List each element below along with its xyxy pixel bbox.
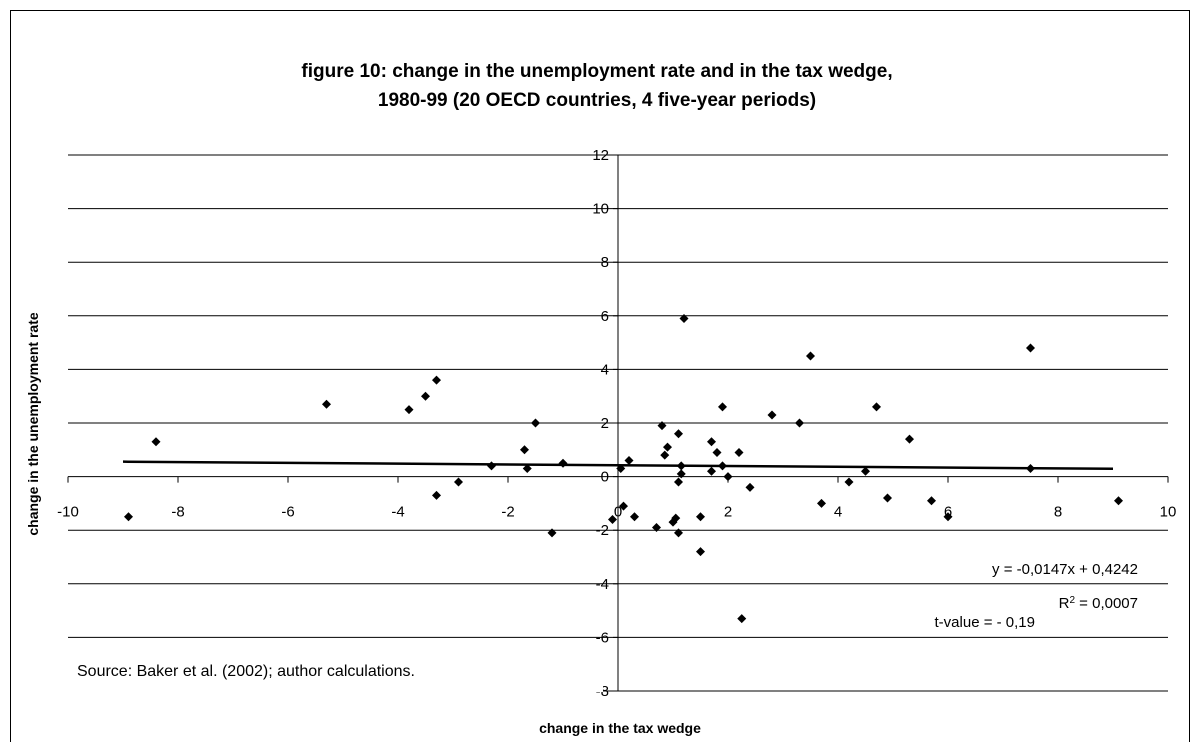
data-point bbox=[619, 501, 628, 511]
data-point bbox=[696, 512, 705, 522]
x-tick-label: -4 bbox=[391, 504, 404, 521]
data-point bbox=[1114, 496, 1123, 506]
y-tick-label: -2 bbox=[596, 522, 609, 539]
data-point bbox=[707, 466, 716, 476]
data-point bbox=[718, 402, 727, 412]
x-tick-label: 10 bbox=[1160, 504, 1177, 521]
data-point bbox=[660, 450, 670, 460]
data-point bbox=[861, 466, 870, 476]
trendline-group bbox=[122, 460, 1114, 471]
r-squared-exponent: 2 bbox=[1069, 595, 1075, 606]
data-points bbox=[124, 313, 1123, 624]
data-point bbox=[652, 523, 661, 533]
data-point bbox=[520, 445, 529, 455]
data-point bbox=[707, 437, 716, 447]
data-point bbox=[674, 429, 683, 439]
chart-title: figure 10: change in the unemployment ra… bbox=[301, 61, 892, 82]
x-tick-label: 8 bbox=[1054, 504, 1062, 521]
data-point bbox=[734, 447, 744, 457]
data-point bbox=[124, 512, 133, 522]
data-point bbox=[674, 528, 683, 538]
data-point bbox=[421, 391, 430, 401]
x-axis-label: change in the tax wedge bbox=[539, 720, 701, 736]
data-point bbox=[558, 458, 568, 468]
data-point bbox=[630, 512, 639, 522]
data-point bbox=[454, 477, 463, 487]
data-point bbox=[487, 461, 496, 471]
data-point bbox=[608, 514, 617, 524]
data-point bbox=[1026, 343, 1035, 353]
axes bbox=[67, 154, 1169, 692]
data-point bbox=[1026, 464, 1035, 474]
data-point bbox=[676, 461, 686, 471]
y-tick-label: 2 bbox=[601, 415, 609, 432]
data-point bbox=[616, 464, 626, 474]
trend-equation: y = -0,0147x + 0,4242 bbox=[992, 561, 1138, 578]
x-tick-label: 6 bbox=[944, 504, 952, 521]
y-tick-label: 4 bbox=[601, 361, 609, 378]
data-point bbox=[718, 461, 727, 471]
data-point bbox=[663, 442, 672, 452]
y-tick-label: -6 bbox=[596, 629, 609, 646]
data-point bbox=[696, 547, 705, 557]
data-point bbox=[322, 399, 331, 409]
r-squared-label: R bbox=[1059, 595, 1070, 612]
data-point bbox=[817, 498, 826, 508]
data-point bbox=[432, 490, 441, 500]
data-point bbox=[927, 496, 936, 506]
data-point bbox=[844, 477, 854, 487]
y-tick-label: 10 bbox=[592, 201, 609, 218]
data-point bbox=[547, 528, 557, 538]
x-tick-label: -8 bbox=[171, 504, 184, 521]
data-point bbox=[767, 410, 777, 420]
data-point bbox=[151, 437, 161, 447]
x-tick-label: -10 bbox=[57, 504, 79, 521]
source-note: Source: Baker et al. (2002); author calc… bbox=[68, 652, 603, 692]
data-point bbox=[671, 513, 681, 523]
data-point bbox=[679, 313, 689, 323]
data-point bbox=[737, 614, 747, 624]
data-point bbox=[624, 456, 634, 466]
data-point bbox=[522, 464, 532, 474]
data-point bbox=[806, 351, 815, 361]
data-point bbox=[712, 447, 722, 457]
x-tick-label: 2 bbox=[724, 504, 732, 521]
data-point bbox=[674, 477, 683, 487]
trendline bbox=[122, 460, 1114, 471]
data-point bbox=[657, 421, 667, 431]
r-squared: R2 = 0,0007 bbox=[1059, 595, 1138, 613]
data-point bbox=[432, 375, 441, 385]
y-tick-label: 0 bbox=[601, 469, 609, 486]
data-point bbox=[723, 472, 733, 482]
data-point bbox=[404, 405, 414, 415]
y-tick-label: 12 bbox=[592, 147, 609, 164]
y-tick-label: 8 bbox=[601, 254, 609, 271]
x-tick-label: 4 bbox=[834, 504, 842, 521]
x-tick-label: -2 bbox=[501, 504, 514, 521]
data-point bbox=[795, 418, 804, 428]
data-point bbox=[531, 418, 540, 428]
y-tick-label: 6 bbox=[601, 308, 609, 325]
data-point bbox=[943, 512, 953, 522]
data-point bbox=[676, 469, 686, 479]
data-point bbox=[883, 493, 892, 503]
x-tick-labels: -10 -8 -6 -4 -2 0 2 4 6 8 10 bbox=[57, 504, 1176, 521]
data-point bbox=[872, 402, 881, 412]
data-point bbox=[745, 482, 755, 492]
x-tick-label: 0 bbox=[614, 504, 622, 521]
x-tick-label: -6 bbox=[281, 504, 294, 521]
chart-frame bbox=[10, 10, 1190, 742]
r-squared-value: = 0,0007 bbox=[1075, 595, 1138, 612]
y-axis-label: change in the unemployment rate bbox=[25, 312, 41, 535]
data-point bbox=[905, 434, 914, 444]
y-tick-label: -4 bbox=[596, 576, 609, 593]
chart-subtitle: 1980-99 (20 OECD countries, 4 five-year … bbox=[378, 90, 816, 111]
t-value: t-value = - 0,19 bbox=[935, 614, 1035, 631]
